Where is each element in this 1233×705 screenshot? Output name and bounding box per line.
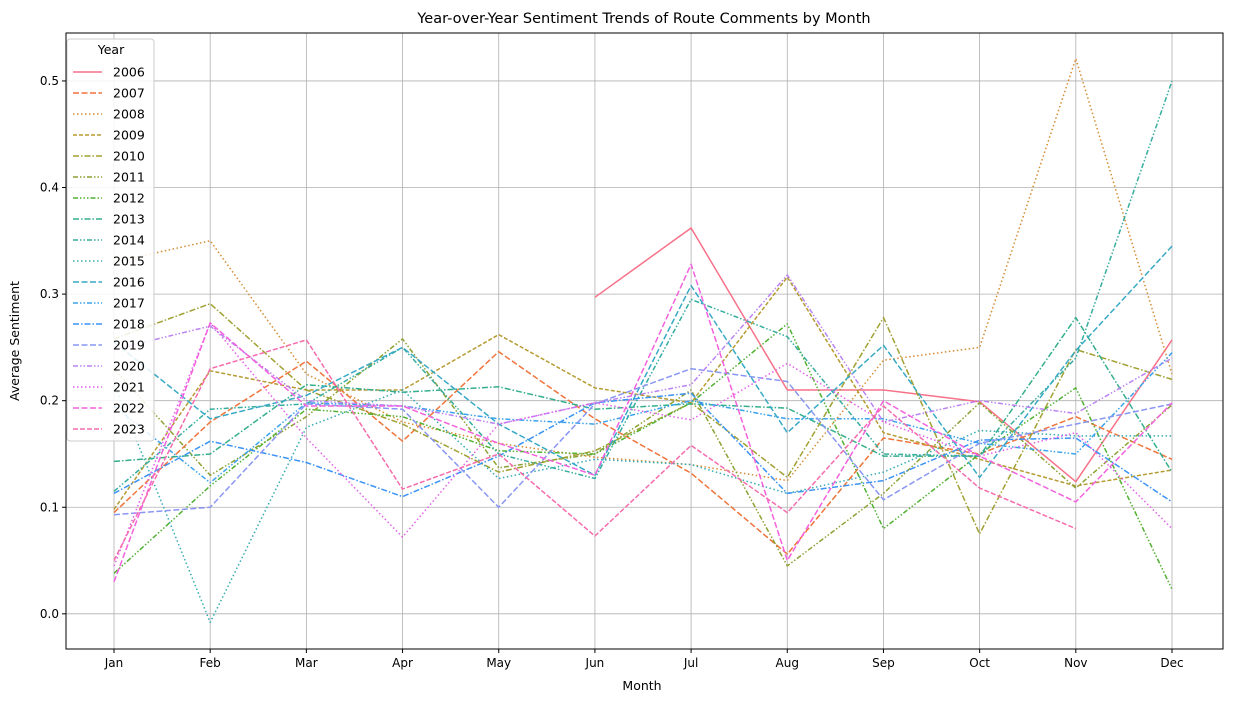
series-line-2017 (113, 352, 1173, 484)
legend-label: 2006 (113, 65, 145, 80)
y-tick-label: 0.0 (40, 607, 59, 621)
legend-label: 2021 (113, 380, 145, 395)
x-tick-label: Oct (969, 656, 990, 670)
x-tick-label: Apr (392, 656, 413, 670)
series-line-2023 (113, 339, 1077, 561)
series-line-2009 (113, 276, 1173, 510)
chart-title: Year-over-Year Sentiment Trends of Route… (416, 11, 870, 27)
legend-item: 2009 (73, 128, 145, 143)
series-line-2008 (113, 57, 1173, 482)
series-line-2016 (113, 245, 1173, 479)
x-tick-label: Jun (585, 656, 605, 670)
legend-label: 2007 (113, 86, 145, 101)
series-line-2021 (113, 322, 1173, 567)
plot-frame (65, 32, 1224, 650)
series-line-2015 (113, 384, 1172, 624)
x-tick-label: Dec (1160, 656, 1183, 670)
series-line-2013 (113, 316, 1173, 473)
x-axis-ticks: Jan Feb Mar Apr May Jun Jul Aug Sep Oct Nov Dec (104, 649, 1184, 670)
legend-label: 2011 (113, 170, 145, 185)
legend-label: 2008 (113, 107, 145, 122)
legend-label: 2019 (113, 338, 145, 353)
legend-label: 2015 (113, 254, 145, 269)
series-line-2019 (113, 367, 1173, 516)
legend-item: 2006 (73, 65, 145, 80)
legend-item: 2013 (73, 212, 145, 227)
grid (66, 33, 1223, 649)
legend-item: 2023 (73, 422, 145, 437)
legend-title: Year (97, 42, 125, 57)
x-tick-label: Jan (104, 656, 124, 670)
series-line-2011 (113, 338, 1173, 567)
x-tick-label: Feb (200, 656, 221, 670)
legend-item: 2019 (73, 338, 145, 353)
y-tick-label: 0.1 (40, 500, 59, 514)
x-tick-label: Jul (683, 656, 698, 670)
legend-item: 2014 (73, 233, 145, 248)
legend-item: 2017 (73, 296, 145, 311)
series-lines (113, 57, 1173, 624)
y-tick-label: 0.3 (40, 287, 59, 301)
legend-label: 2016 (113, 275, 145, 290)
legend-label: 2013 (113, 212, 145, 227)
legend-label: 2010 (113, 149, 145, 164)
legend-label: 2022 (113, 401, 145, 416)
series-line-2018 (113, 392, 1173, 503)
legend-item: 2011 (73, 170, 145, 185)
x-tick-label: Nov (1064, 656, 1087, 670)
legend-label: 2018 (113, 317, 145, 332)
y-axis-ticks: 0.0 0.1 0.2 0.3 0.4 0.5 (40, 74, 66, 621)
legend-label: 2014 (113, 233, 145, 248)
x-tick-label: Mar (295, 656, 318, 670)
series-line-2014 (113, 80, 1173, 492)
legend-item: 2007 (73, 86, 145, 101)
y-axis-label: Average Sentiment (7, 281, 22, 401)
x-tick-label: May (486, 656, 511, 670)
legend-item: 2010 (73, 149, 145, 164)
legend-label: 2020 (113, 359, 145, 374)
legend-item: 2022 (73, 401, 145, 416)
legend-item: 2015 (73, 254, 145, 269)
series-line-2022 (113, 263, 1173, 583)
legend-item: 2008 (73, 107, 145, 122)
series-line-2010 (113, 302, 1173, 535)
series-line-2006 (594, 227, 1173, 483)
series-line-2012 (113, 323, 1173, 590)
legend-label: 2012 (113, 191, 145, 206)
legend-item: 2021 (73, 380, 145, 395)
x-tick-label: Sep (872, 656, 895, 670)
legend-label: 2023 (113, 422, 145, 437)
y-tick-label: 0.5 (40, 74, 59, 88)
legend-label: 2009 (113, 128, 145, 143)
legend-items: 2006 2007 2008 2009 2010 2011 2012 2013 2014 2015… (73, 65, 145, 437)
legend-item: 2016 (73, 275, 145, 290)
x-tick-label: Aug (776, 656, 799, 670)
legend-box (66, 38, 155, 442)
legend: Year 2006 2007 2008 2009 2010 2011 2012 2013 201… (66, 38, 155, 442)
y-tick-label: 0.4 (40, 181, 59, 195)
legend-item: 2018 (73, 317, 145, 332)
legend-item: 2012 (73, 191, 145, 206)
series-line-2020 (113, 274, 1173, 425)
legend-label: 2017 (113, 296, 145, 311)
legend-item: 2020 (73, 359, 145, 374)
x-axis-label: Month (622, 678, 661, 693)
series-line-2007 (113, 350, 1173, 555)
y-tick-label: 0.2 (40, 394, 59, 408)
